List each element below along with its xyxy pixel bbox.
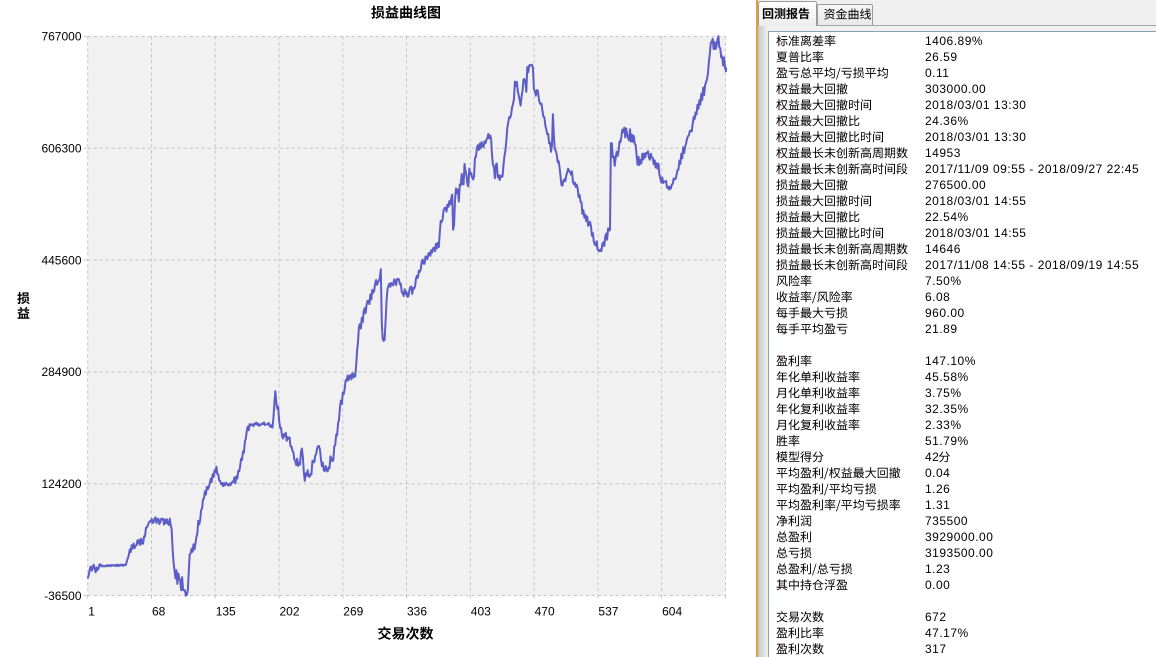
svg-text:537: 537 xyxy=(598,605,618,619)
svg-text:767000: 767000 xyxy=(41,30,81,44)
svg-text:135: 135 xyxy=(216,605,236,619)
svg-text:336: 336 xyxy=(407,605,427,619)
svg-text:-36500: -36500 xyxy=(44,589,82,603)
svg-text:284900: 284900 xyxy=(41,365,81,379)
svg-text:470: 470 xyxy=(535,605,555,619)
svg-text:606300: 606300 xyxy=(41,141,81,155)
svg-text:269: 269 xyxy=(343,605,363,619)
svg-text:1: 1 xyxy=(88,605,95,619)
svg-text:68: 68 xyxy=(152,605,166,619)
svg-text:445600: 445600 xyxy=(41,253,81,267)
svg-text:124200: 124200 xyxy=(41,477,81,491)
svg-text:604: 604 xyxy=(662,605,682,619)
svg-text:403: 403 xyxy=(471,605,491,619)
svg-text:202: 202 xyxy=(280,605,300,619)
